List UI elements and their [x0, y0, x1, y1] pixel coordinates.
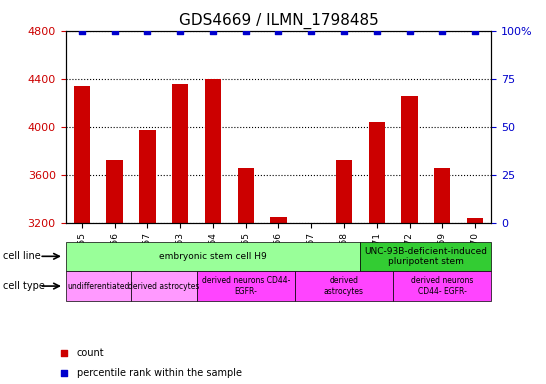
Point	[405, 28, 414, 34]
Text: derived neurons
CD44- EGFR-: derived neurons CD44- EGFR-	[411, 276, 473, 296]
Text: undifferentiated: undifferentiated	[67, 281, 129, 291]
Bar	[172, 84, 188, 384]
Bar	[270, 217, 287, 384]
Text: cell line: cell line	[3, 251, 40, 261]
Title: GDS4669 / ILMN_1798485: GDS4669 / ILMN_1798485	[179, 13, 378, 29]
Bar	[434, 167, 450, 384]
Text: embryonic stem cell H9: embryonic stem cell H9	[159, 252, 267, 261]
Point	[471, 28, 479, 34]
Point	[367, 295, 376, 301]
Point	[241, 28, 250, 34]
Bar	[467, 218, 483, 384]
Text: derived neurons CD44-
EGFR-: derived neurons CD44- EGFR-	[201, 276, 290, 296]
Point	[340, 28, 348, 34]
Bar	[303, 223, 319, 384]
Text: count: count	[77, 348, 104, 358]
Bar	[66, 271, 131, 301]
Bar	[131, 271, 197, 301]
Bar	[66, 242, 360, 271]
Bar	[197, 271, 295, 301]
Point	[438, 28, 447, 34]
Bar	[393, 271, 491, 301]
Bar	[106, 161, 123, 384]
Bar	[205, 79, 221, 384]
Text: percentile rank within the sample: percentile rank within the sample	[77, 368, 242, 378]
Text: derived astrocytes: derived astrocytes	[128, 281, 199, 291]
Bar	[401, 96, 418, 384]
Point	[367, 106, 376, 113]
Point	[307, 28, 316, 34]
Point	[176, 28, 185, 34]
Point	[143, 28, 152, 34]
Text: derived
astrocytes: derived astrocytes	[324, 276, 364, 296]
Point	[372, 28, 381, 34]
Bar	[295, 271, 393, 301]
Bar	[139, 130, 156, 384]
Point	[78, 28, 86, 34]
Bar	[238, 167, 254, 384]
Bar	[74, 86, 90, 384]
Text: cell type: cell type	[3, 281, 45, 291]
Bar	[336, 161, 352, 384]
Point	[110, 28, 119, 34]
Point	[274, 28, 283, 34]
Bar	[360, 242, 491, 271]
Text: UNC-93B-deficient-induced
pluripotent stem: UNC-93B-deficient-induced pluripotent st…	[364, 247, 488, 266]
Bar	[369, 122, 385, 384]
Point	[209, 28, 217, 34]
